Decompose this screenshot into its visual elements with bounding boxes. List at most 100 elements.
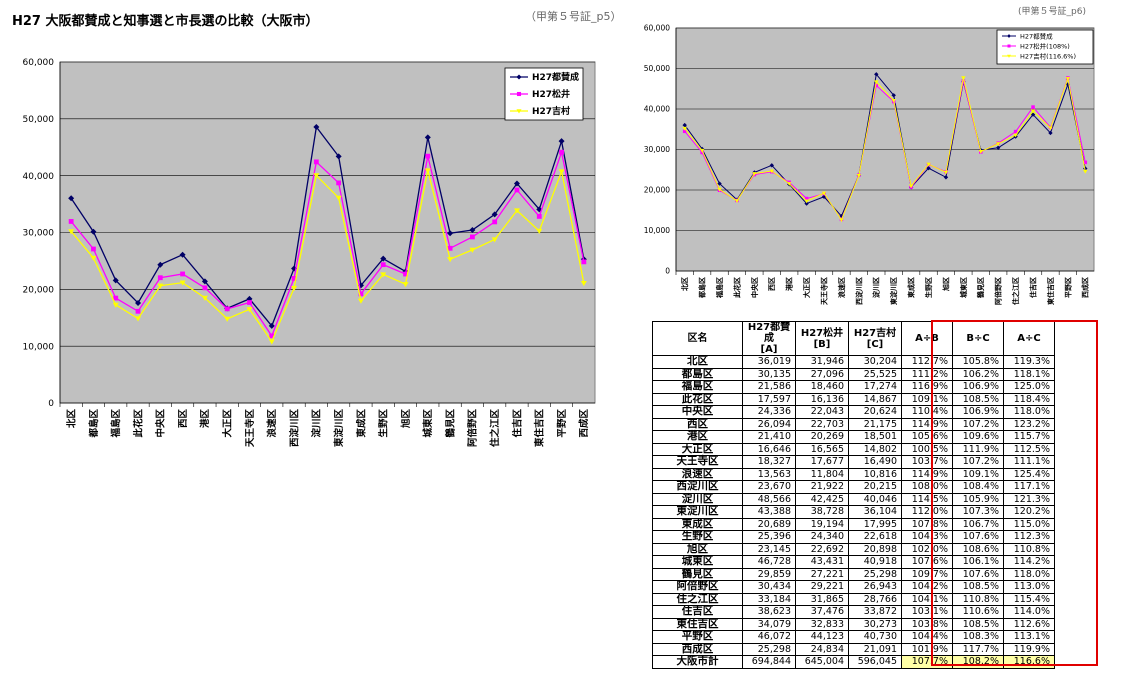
vote-count-cell: 40,046 (848, 492, 902, 506)
data-point (804, 199, 809, 204)
ratio-cell: 121.3% (1003, 492, 1055, 506)
data-point (335, 153, 342, 160)
vote-count-cell: 18,460 (795, 380, 849, 394)
data-point (1065, 77, 1071, 81)
ward-name-cell: 西成区 (652, 642, 743, 656)
vote-count-cell: 645,004 (795, 655, 849, 669)
ward-name-cell: 中央区 (652, 405, 743, 419)
data-point (268, 339, 275, 345)
vote-count-cell: 38,623 (742, 605, 796, 619)
data-point (135, 308, 141, 314)
vote-count-cell: 694,844 (742, 655, 796, 669)
vote-count-cell: 30,434 (742, 580, 796, 594)
series-line (684, 76, 1086, 222)
vote-count-cell: 44,123 (795, 630, 849, 644)
ward-name-cell: 阿倍野区 (652, 580, 743, 594)
vote-count-cell: 18,327 (742, 455, 796, 469)
vote-count-cell: 30,273 (848, 617, 902, 631)
data-point (839, 218, 844, 223)
data-point (734, 199, 740, 203)
vote-count-cell: 16,490 (848, 455, 902, 469)
vote-count-cell: 27,096 (795, 367, 849, 381)
ward-name-cell: 東淀川区 (652, 505, 743, 519)
vote-count-cell: 24,340 (795, 530, 849, 544)
table-row: 大正区 16,646 16,565 14,802 100.5% 111.9% 112.5% (652, 442, 1055, 456)
ward-name-cell: 西淀川区 (652, 480, 743, 494)
data-point (424, 168, 431, 174)
vote-count-cell: 25,396 (742, 530, 796, 544)
data-point (135, 316, 142, 322)
vote-count-cell: 25,525 (848, 367, 902, 381)
table-row: 此花区 17,597 16,136 14,867 109.1% 108.5% 118.4% (652, 392, 1055, 406)
vote-count-cell: 17,995 (848, 517, 902, 531)
x-tick-label: 阿倍野区 (994, 277, 1003, 305)
table-header: A÷C (1003, 321, 1055, 356)
data-point (179, 251, 186, 258)
data-point (425, 153, 431, 159)
ratio-cell: 112.3% (1003, 530, 1055, 544)
data-point (157, 275, 163, 281)
x-tick-label: 鶴見区 (444, 409, 456, 438)
data-point (90, 228, 97, 235)
vote-count-cell: 32,833 (795, 617, 849, 631)
ratio-cell: 103.8% (901, 617, 953, 631)
ratio-cell: 104.2% (901, 580, 953, 594)
data-point (201, 278, 208, 285)
ratio-cell: 113.0% (1003, 580, 1055, 594)
data-point (68, 219, 74, 224)
data-point (313, 123, 320, 130)
ward-name-cell: 福島区 (652, 380, 743, 394)
ratio-cell: 108.3% (952, 630, 1004, 644)
x-tick-label: 西区 (768, 277, 776, 291)
data-point (247, 300, 252, 305)
data-point (1030, 109, 1036, 114)
data-point (180, 271, 186, 277)
vote-count-cell: 25,298 (742, 642, 796, 656)
x-tick-label: 住吉区 (511, 409, 523, 438)
vote-count-cell: 23,670 (742, 480, 796, 494)
data-point (491, 211, 498, 218)
vote-count-cell: 21,922 (795, 480, 849, 494)
vote-count-cell: 16,565 (795, 442, 849, 456)
table-row: 西成区 25,298 24,834 21,091 101.9% 117.7% 119.9% (652, 642, 1055, 656)
data-point (856, 173, 862, 178)
x-tick-label: 浪速区 (266, 409, 278, 438)
data-point (357, 298, 364, 304)
ratio-cell: 114.5% (901, 492, 953, 506)
legend-marker (516, 109, 522, 114)
vote-count-cell: 596,045 (848, 655, 902, 669)
ratio-cell: 108.5% (952, 580, 1004, 594)
x-tick-label: 住之江区 (489, 409, 501, 448)
ward-name-cell: 淀川区 (652, 492, 743, 506)
y-tick-label: 10,000 (644, 226, 670, 235)
table-row: 平野区 46,072 44,123 40,730 104.4% 108.3% 113.1% (652, 630, 1055, 644)
ward-name-cell: 西区 (652, 417, 743, 431)
vote-count-cell: 31,865 (795, 592, 849, 606)
y-tick-label: 10,000 (23, 342, 55, 352)
vote-count-cell: 27,221 (795, 567, 849, 581)
data-point (891, 98, 896, 103)
ratio-cell: 112.6% (1003, 617, 1055, 631)
data-point (201, 295, 208, 301)
legend-marker (516, 74, 522, 80)
x-tick-label: 旭区 (400, 409, 412, 430)
data-point (558, 169, 565, 175)
vote-count-cell: 20,215 (848, 480, 902, 494)
data-point (447, 245, 453, 251)
data-point (380, 272, 387, 278)
ratio-cell: 110.6% (952, 605, 1004, 619)
ward-name-cell: 鶴見区 (652, 567, 743, 581)
x-tick-label: 西成区 (1081, 277, 1090, 298)
ratio-cell: 103.1% (901, 605, 953, 619)
vote-count-cell: 40,730 (848, 630, 902, 644)
x-tick-label: 大正区 (802, 277, 811, 298)
data-point (580, 281, 587, 287)
table-row: 浪速区 13,563 11,804 10,816 114.9% 109.1% 125.4% (652, 467, 1055, 481)
data-point (558, 138, 565, 145)
vote-count-cell: 38,728 (795, 505, 849, 519)
y-tick-label: 20,000 (644, 186, 670, 195)
ward-name-cell: 天王寺区 (652, 455, 743, 469)
data-point (699, 148, 705, 153)
ratio-cell: 115.7% (1003, 430, 1055, 444)
data-point (268, 322, 275, 329)
